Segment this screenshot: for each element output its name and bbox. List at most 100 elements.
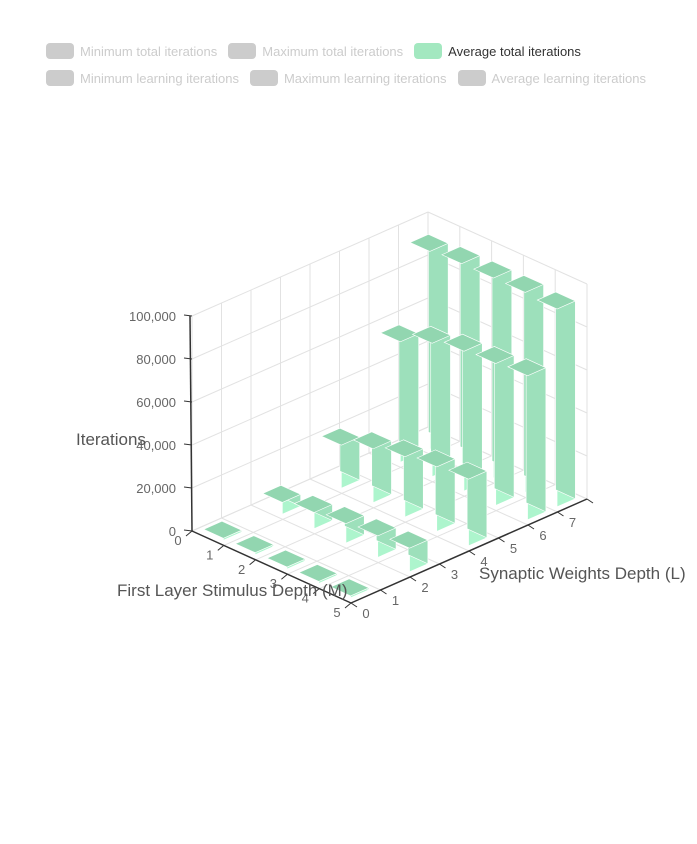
- x-axis-tick: [281, 573, 288, 580]
- legend-label: Average total iterations: [448, 43, 581, 59]
- x-tick-label: 0: [174, 533, 181, 548]
- y-tick-label: 0: [362, 606, 369, 621]
- legend-row-1: Minimum total iterations Maximum total i…: [46, 41, 686, 61]
- bar[interactable]: [234, 535, 275, 556]
- legend-item-average-learning[interactable]: Average learning iterations: [457, 70, 646, 86]
- bar-layer: [202, 233, 577, 599]
- x-tick-label: 3: [270, 576, 277, 591]
- x-axis-tick: [312, 588, 320, 594]
- z-axis-tick: [183, 400, 193, 403]
- bar[interactable]: [411, 325, 452, 478]
- bar-top-face: [202, 520, 243, 539]
- bar-top-face: [411, 325, 452, 344]
- bar-top-face: [448, 461, 488, 480]
- y-axis-tick: [586, 498, 594, 504]
- bar-top-face: [443, 333, 483, 352]
- side-wall-grid-line: [427, 211, 588, 285]
- y-tick-label: 7: [569, 515, 576, 530]
- legend-item-maximum-learning[interactable]: Maximum learning iterations: [249, 70, 447, 86]
- bar-side-face: [525, 358, 547, 513]
- y-axis-title: Synaptic Weights Depth (L): [479, 564, 686, 583]
- legend-item-minimum-total[interactable]: Minimum total iterations: [46, 43, 217, 59]
- legend-row-2: Minimum learning iterations Maximum lear…: [46, 68, 686, 88]
- legend-swatch: [46, 43, 74, 59]
- bar[interactable]: [202, 520, 243, 541]
- x-axis-tick: [217, 545, 225, 551]
- y-axis-tick: [380, 589, 387, 595]
- bar-top-face: [234, 535, 275, 553]
- bar[interactable]: [330, 578, 370, 599]
- x-axis-tick: [344, 602, 352, 609]
- legend-item-average-total[interactable]: Average total iterations: [414, 43, 581, 59]
- bar-top-face: [352, 431, 393, 450]
- bar[interactable]: [443, 333, 483, 492]
- back-wall-grid-line: [191, 211, 429, 317]
- bar[interactable]: [298, 564, 338, 584]
- y-tick-label: 5: [510, 541, 517, 556]
- legend-swatch: [414, 43, 443, 59]
- bar-top-face: [325, 506, 365, 524]
- legend-swatch: [228, 43, 257, 59]
- bar-top-face: [441, 246, 481, 264]
- bar[interactable]: [448, 461, 488, 547]
- z-tick-label: 20,000: [136, 481, 176, 496]
- legend-item-minimum-learning[interactable]: Minimum learning iterations: [46, 70, 239, 86]
- x-tick-label: 4: [302, 591, 309, 606]
- axis-layer: [183, 314, 594, 609]
- legend-label: Average learning iterations: [491, 70, 646, 86]
- x-tick-label: 5: [333, 605, 340, 620]
- legend-label: Maximum learning iterations: [283, 70, 447, 86]
- legend-swatch: [457, 70, 486, 86]
- bar[interactable]: [389, 530, 429, 573]
- bar-top-face: [261, 485, 302, 503]
- z-axis-title: Iterations: [76, 430, 146, 449]
- bar-side-face: [398, 324, 419, 455]
- bar[interactable]: [266, 549, 306, 570]
- bar[interactable]: [379, 324, 420, 463]
- bar-side-face: [555, 291, 576, 500]
- bar-top-face: [416, 449, 456, 468]
- bar[interactable]: [261, 484, 302, 515]
- z-tick-label: 60,000: [136, 395, 176, 410]
- y-axis-tick: [439, 563, 446, 569]
- bar-top-face: [409, 234, 449, 252]
- floor-grid-line: [250, 504, 411, 578]
- legend-label: Minimum learning iterations: [80, 70, 239, 86]
- bar-top-face: [266, 549, 306, 568]
- bar-side-face: [430, 325, 451, 469]
- bar[interactable]: [325, 506, 365, 544]
- bar-top-face: [475, 346, 515, 364]
- back-wall-grid-line: [191, 297, 429, 403]
- bar[interactable]: [536, 291, 577, 508]
- back-wall-grid-line: [191, 254, 429, 360]
- y-tick-label: 3: [451, 567, 458, 582]
- bar[interactable]: [320, 427, 361, 489]
- bar-side-face: [462, 333, 483, 484]
- label-layer: 0 20,000 40,000 60,000 80,000 100,000 0 1 2 3 4 5 0 1…: [129, 309, 576, 621]
- floor-grid-line: [309, 478, 470, 552]
- x-tick-label: 2: [238, 562, 245, 577]
- y-tick-label: 2: [421, 580, 428, 595]
- bar-top-face: [384, 439, 424, 458]
- bar-top-face: [389, 530, 429, 549]
- legend-item-maximum-total[interactable]: Maximum total iterations: [228, 43, 403, 59]
- y-axis-tick: [468, 550, 476, 556]
- bar[interactable]: [416, 449, 456, 532]
- bar[interactable]: [475, 346, 515, 506]
- y-tick-label: 6: [539, 528, 546, 543]
- bar-top-face: [536, 291, 577, 310]
- z-tick-label: 40,000: [136, 438, 176, 453]
- legend-swatch: [46, 70, 74, 86]
- z-axis-tick: [183, 357, 193, 360]
- z-axis-tick: [183, 486, 193, 489]
- bar-top-face: [293, 495, 334, 513]
- x-axis-line: [191, 530, 352, 604]
- bar[interactable]: [357, 518, 397, 558]
- y-axis-tick: [350, 602, 358, 608]
- legend: Minimum total iterations Maximum total i…: [46, 41, 686, 95]
- floor-grid-line: [221, 517, 381, 591]
- y-tick-label: 4: [480, 554, 487, 569]
- bar[interactable]: [507, 358, 547, 521]
- back-wall-grid-line: [191, 340, 429, 446]
